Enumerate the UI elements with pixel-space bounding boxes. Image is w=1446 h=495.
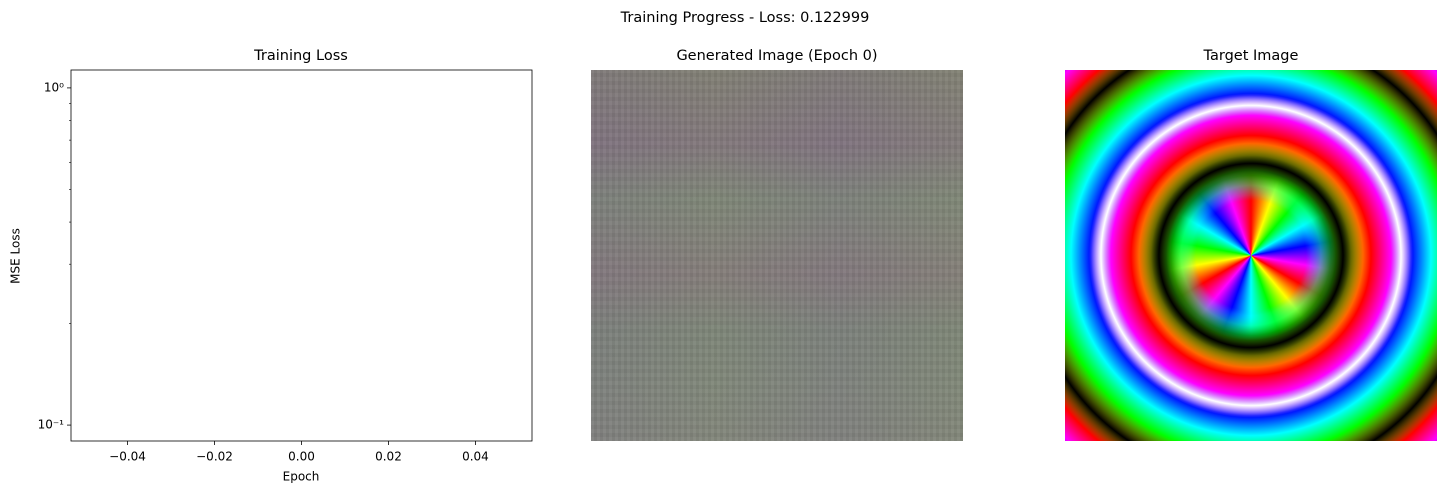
axes-title: Target Image bbox=[1203, 48, 1299, 64]
axes-title: Generated Image (Epoch 0) bbox=[676, 48, 877, 64]
x-axis-label: Epoch bbox=[283, 470, 320, 484]
x-tick-label: −0.02 bbox=[196, 450, 233, 464]
y-tick-label: 10⁰ bbox=[44, 80, 64, 94]
axes-title: Training Loss bbox=[253, 48, 348, 64]
x-tick-label: 0.02 bbox=[375, 450, 402, 464]
figure-title: Training Progress - Loss: 0.122999 bbox=[620, 10, 870, 26]
x-tick-label: 0.00 bbox=[288, 450, 315, 464]
x-tick-label: −0.04 bbox=[109, 450, 146, 464]
y-tick-label: 10⁻¹ bbox=[38, 418, 65, 432]
image-layer bbox=[1065, 70, 1437, 441]
generated-image bbox=[591, 70, 963, 441]
target-image bbox=[1065, 70, 1437, 441]
y-axis-label: MSE Loss bbox=[9, 228, 23, 284]
x-tick-label: 0.04 bbox=[462, 450, 489, 464]
axes-frame bbox=[70, 69, 533, 442]
